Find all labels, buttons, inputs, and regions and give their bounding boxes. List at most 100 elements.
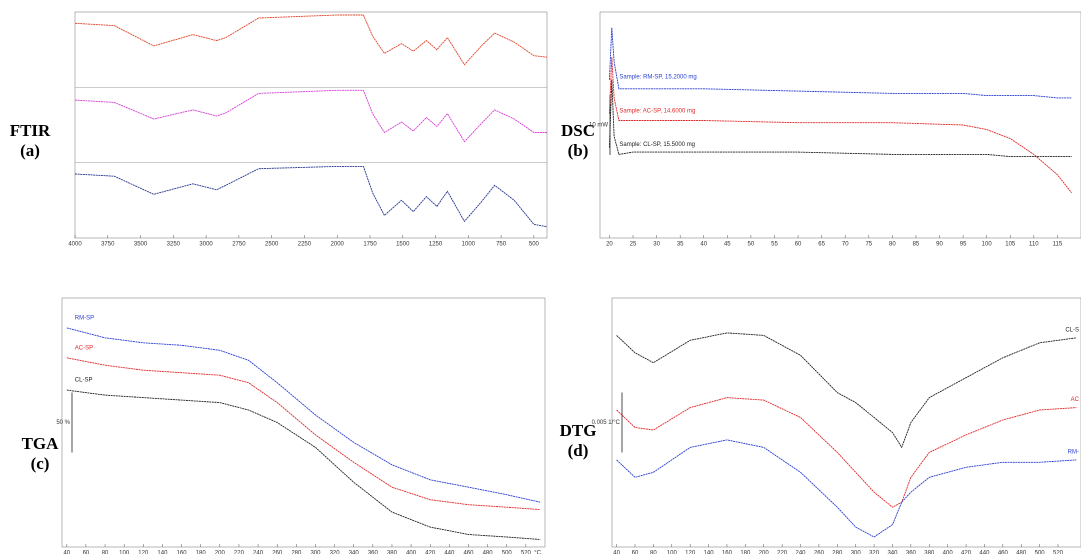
x-tick-label: 40 bbox=[700, 242, 707, 248]
panel-label: FTIR bbox=[10, 121, 51, 140]
plot-frame bbox=[599, 11, 1081, 239]
x-tick-label: 35 bbox=[677, 242, 684, 248]
x-tick-label: 240 bbox=[253, 551, 264, 554]
x-tick-label: 2250 bbox=[298, 242, 312, 248]
x-tick-label: 115 bbox=[1053, 242, 1063, 248]
x-tick-label: 320 bbox=[869, 551, 880, 554]
x-tick-label: 30 bbox=[653, 242, 660, 248]
x-tick-label: 2500 bbox=[265, 242, 279, 248]
x-tick-label: 2750 bbox=[232, 242, 246, 248]
x-tick-label: 50 bbox=[748, 242, 755, 248]
x-tick-label: 60 bbox=[632, 551, 639, 554]
x-tick-label: 240 bbox=[796, 551, 807, 554]
x-tick-label: 70 bbox=[842, 242, 849, 248]
x-tick-label: 3500 bbox=[134, 242, 148, 248]
x-tick-label: 160 bbox=[177, 551, 188, 554]
x-tick-label: 40 bbox=[63, 551, 70, 554]
panel-sublabel: (b) bbox=[568, 141, 589, 160]
series-label: RM- bbox=[1068, 449, 1079, 455]
x-tick-label: 420 bbox=[425, 551, 436, 554]
series-label: Sample: RM-SP, 15.2000 mg bbox=[619, 74, 696, 80]
x-tick-label: 180 bbox=[196, 551, 207, 554]
x-tick-label: 3250 bbox=[167, 242, 181, 248]
x-tick-label: 400 bbox=[406, 551, 417, 554]
series-label: AC-SP bbox=[75, 345, 93, 351]
x-tick-label: 480 bbox=[1016, 551, 1027, 554]
x-tick-label: 480 bbox=[483, 551, 494, 554]
series-line bbox=[608, 57, 1072, 194]
x-tick-label: 520 bbox=[1053, 551, 1064, 554]
x-tick-label: 4000 bbox=[68, 242, 82, 248]
x-tick-label: 60 bbox=[83, 551, 90, 554]
x-tick-label: 2000 bbox=[331, 242, 345, 248]
x-tick-label: 280 bbox=[291, 551, 302, 554]
x-tick-label: 110 bbox=[1029, 242, 1039, 248]
series-label: CL-SP bbox=[75, 378, 93, 384]
x-tick-label: 340 bbox=[349, 551, 360, 554]
x-tick-label: 60 bbox=[795, 242, 802, 248]
x-tick-label: 500 bbox=[502, 551, 513, 554]
x-tick-label: 360 bbox=[368, 551, 379, 554]
panel-label: DTG bbox=[560, 421, 597, 440]
panel-label: TGA bbox=[22, 434, 60, 453]
x-tick-label: 55 bbox=[771, 242, 778, 248]
panel-label: DSC bbox=[561, 121, 595, 140]
x-tick-label: 3750 bbox=[101, 242, 115, 248]
x-tick-label: 65 bbox=[818, 242, 825, 248]
x-tick-label: 260 bbox=[814, 551, 825, 554]
x-tick-label: 500 bbox=[1035, 551, 1046, 554]
x-tick-label: 200 bbox=[215, 551, 226, 554]
x-tick-label: 1750 bbox=[363, 242, 377, 248]
series-line bbox=[616, 439, 1077, 538]
scale-label: 0.005 1/°C bbox=[592, 420, 621, 426]
x-tick-label: 520 bbox=[521, 551, 532, 554]
x-tick-label: 1000 bbox=[462, 242, 476, 248]
x-tick-label: 100 bbox=[119, 551, 130, 554]
x-tick-label: 400 bbox=[943, 551, 954, 554]
x-tick-label: 140 bbox=[704, 551, 715, 554]
x-tick-label: 340 bbox=[887, 551, 898, 554]
plot-frame bbox=[74, 11, 548, 239]
x-tick-label: 1500 bbox=[396, 242, 410, 248]
series-line bbox=[74, 165, 548, 228]
series-label: AC bbox=[1071, 397, 1080, 403]
x-tick-label: 80 bbox=[889, 242, 896, 248]
series-label: CL-S bbox=[1065, 327, 1079, 333]
series-label: Sample: AC-SP, 14.6000 mg bbox=[619, 108, 695, 114]
x-tick-label: 260 bbox=[272, 551, 283, 554]
x-tick-label: 120 bbox=[138, 551, 149, 554]
series-line bbox=[616, 397, 1077, 508]
x-tick-label: 220 bbox=[777, 551, 788, 554]
x-tick-label: 440 bbox=[979, 551, 990, 554]
x-tick-label: 300 bbox=[851, 551, 862, 554]
x-tick-label: 85 bbox=[913, 242, 920, 248]
panel-sublabel: (a) bbox=[20, 141, 40, 160]
x-tick-label: 3000 bbox=[199, 242, 213, 248]
series-line bbox=[66, 357, 541, 511]
x-tick-label: 105 bbox=[1005, 242, 1016, 248]
x-tick-label: 100 bbox=[667, 551, 678, 554]
series-line bbox=[616, 332, 1077, 449]
scale-label: 10 mW bbox=[589, 123, 608, 129]
x-tick-label: 460 bbox=[998, 551, 1009, 554]
x-tick-label: 750 bbox=[496, 242, 507, 248]
x-tick-label: 220 bbox=[234, 551, 245, 554]
x-tick-label: 160 bbox=[722, 551, 733, 554]
x-tick-label: 20 bbox=[606, 242, 613, 248]
x-tick-label: 80 bbox=[650, 551, 657, 554]
panel-sublabel: (c) bbox=[31, 454, 50, 473]
series-line bbox=[66, 389, 541, 540]
scale-label: 50 % bbox=[56, 420, 70, 426]
series-line bbox=[608, 27, 1072, 99]
x-tick-label: 280 bbox=[832, 551, 843, 554]
series-line bbox=[66, 327, 541, 503]
series-label: Sample: CL-SP, 15.5000 mg bbox=[619, 142, 695, 148]
plot-frame bbox=[61, 297, 546, 548]
x-tick-label: 100 bbox=[982, 242, 993, 248]
panel-sublabel: (d) bbox=[568, 441, 589, 460]
x-tick-label: 500 bbox=[529, 242, 540, 248]
x-axis-label: °C bbox=[534, 551, 541, 554]
series-line bbox=[74, 89, 547, 143]
x-tick-label: 75 bbox=[865, 242, 872, 248]
